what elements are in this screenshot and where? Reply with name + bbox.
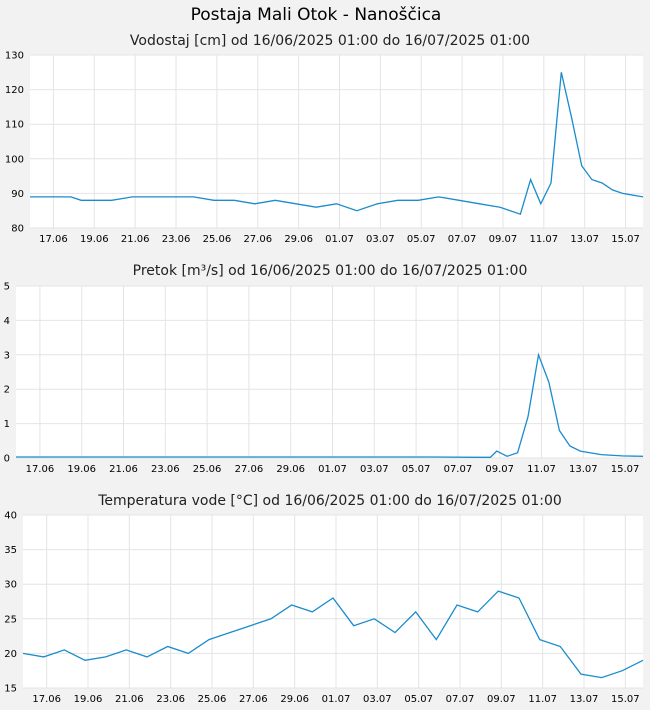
x-tick-label: 03.07 — [363, 694, 392, 705]
y-tick-label: 120 — [5, 85, 24, 96]
x-tick-label: 13.07 — [570, 694, 599, 705]
x-tick-label: 29.06 — [276, 464, 305, 475]
y-tick-label: 30 — [4, 580, 17, 591]
x-tick-label: 17.06 — [32, 694, 61, 705]
x-tick-label: 23.06 — [151, 464, 180, 475]
x-tick-label: 11.07 — [530, 234, 559, 245]
y-tick-label: 5 — [4, 282, 10, 293]
x-tick-label: 09.07 — [485, 464, 514, 475]
x-tick-label: 25.06 — [193, 464, 222, 475]
chart-2: Pretok [m³/s] od 16/06/2025 01:00 do 16/… — [4, 263, 644, 475]
x-tick-label: 01.07 — [325, 234, 354, 245]
y-tick-label: 35 — [4, 545, 17, 556]
chart-3: Temperatura vode [°C] od 16/06/2025 01:0… — [4, 493, 644, 705]
y-tick-label: 2 — [4, 385, 10, 396]
x-tick-label: 01.07 — [318, 464, 347, 475]
x-tick-label: 11.07 — [528, 694, 557, 705]
x-tick-label: 25.06 — [198, 694, 227, 705]
x-tick-label: 27.06 — [243, 234, 272, 245]
x-tick-label: 29.06 — [280, 694, 309, 705]
y-tick-label: 80 — [11, 224, 24, 235]
page-title: Postaja Mali Otok - Nanoščica — [191, 5, 442, 25]
x-tick-label: 03.07 — [366, 234, 395, 245]
plot-area — [30, 55, 643, 228]
x-tick-label: 13.07 — [569, 464, 598, 475]
x-tick-label: 29.06 — [284, 234, 313, 245]
y-tick-label: 1 — [4, 419, 10, 430]
x-tick-label: 19.06 — [67, 464, 96, 475]
x-tick-label: 21.06 — [121, 234, 150, 245]
x-tick-label: 21.06 — [115, 694, 144, 705]
x-tick-label: 17.06 — [26, 464, 55, 475]
x-tick-label: 03.07 — [360, 464, 389, 475]
y-tick-label: 20 — [4, 649, 17, 660]
x-tick-label: 23.06 — [162, 234, 191, 245]
chart-title: Vodostaj [cm] od 16/06/2025 01:00 do 16/… — [130, 33, 530, 49]
x-tick-label: 05.07 — [407, 234, 436, 245]
y-tick-label: 100 — [5, 154, 24, 165]
y-tick-label: 25 — [4, 614, 17, 625]
y-tick-label: 130 — [5, 51, 24, 62]
x-tick-label: 27.06 — [235, 464, 264, 475]
x-tick-label: 19.06 — [80, 234, 109, 245]
x-tick-label: 05.07 — [402, 464, 431, 475]
x-tick-label: 07.07 — [448, 234, 477, 245]
x-tick-label: 09.07 — [487, 694, 516, 705]
x-tick-label: 01.07 — [322, 694, 351, 705]
x-tick-label: 09.07 — [489, 234, 518, 245]
x-tick-label: 23.06 — [156, 694, 185, 705]
x-tick-label: 15.07 — [611, 694, 640, 705]
y-tick-label: 15 — [4, 684, 17, 695]
y-tick-label: 40 — [4, 511, 17, 522]
x-tick-label: 25.06 — [203, 234, 232, 245]
x-tick-label: 15.07 — [611, 234, 640, 245]
plot-area — [23, 515, 643, 688]
x-tick-label: 05.07 — [404, 694, 433, 705]
x-tick-label: 07.07 — [444, 464, 473, 475]
x-tick-label: 19.06 — [74, 694, 103, 705]
y-tick-label: 110 — [5, 120, 24, 131]
series-line — [16, 352, 644, 458]
x-tick-label: 13.07 — [570, 234, 599, 245]
plot-area — [16, 286, 643, 458]
x-tick-label: 17.06 — [39, 234, 68, 245]
chart-title: Temperatura vode [°C] od 16/06/2025 01:0… — [97, 493, 562, 509]
chart-title: Pretok [m³/s] od 16/06/2025 01:00 do 16/… — [133, 263, 528, 279]
x-tick-label: 27.06 — [239, 694, 268, 705]
x-tick-label: 11.07 — [527, 464, 556, 475]
y-tick-label: 0 — [4, 454, 10, 465]
x-tick-label: 15.07 — [611, 464, 640, 475]
x-tick-label: 07.07 — [446, 694, 475, 705]
series-line — [30, 72, 644, 216]
y-tick-label: 90 — [11, 189, 24, 200]
y-tick-label: 4 — [4, 316, 10, 327]
chart-1: Vodostaj [cm] od 16/06/2025 01:00 do 16/… — [5, 33, 644, 245]
series-line — [22, 590, 644, 679]
y-tick-label: 3 — [4, 350, 10, 361]
x-tick-label: 21.06 — [109, 464, 138, 475]
